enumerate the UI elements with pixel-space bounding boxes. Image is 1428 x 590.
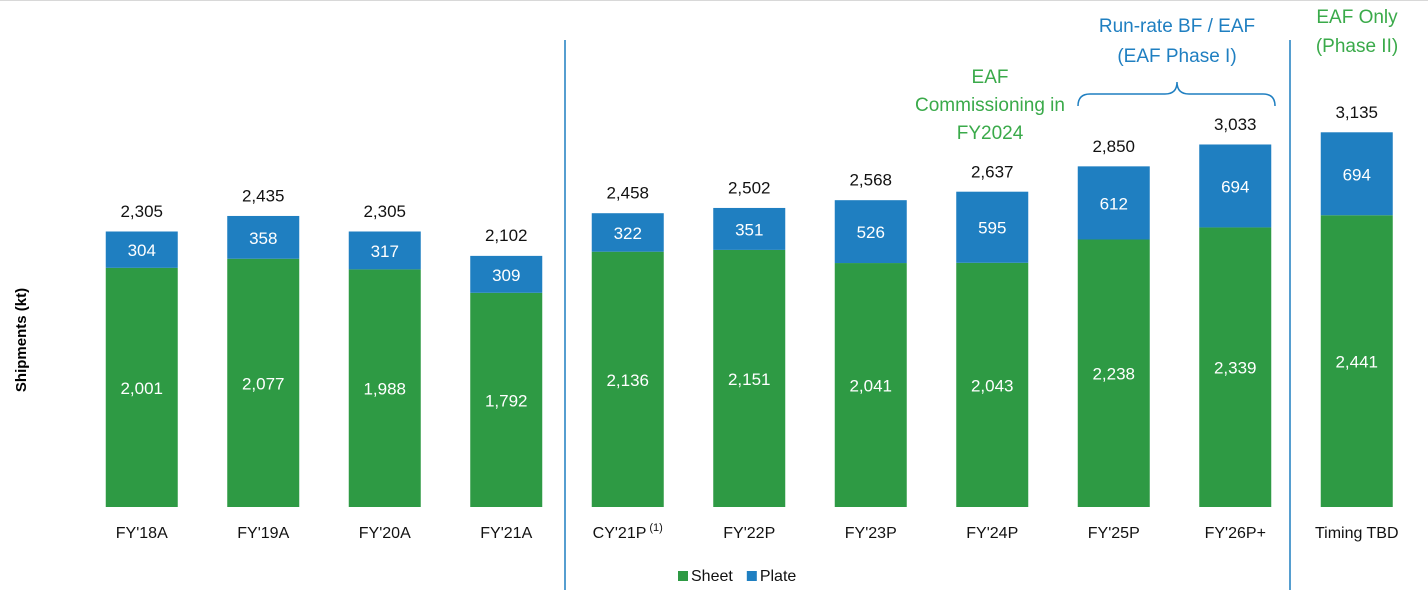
category: FY'21A <box>480 525 532 542</box>
bar-segment <box>470 292 543 507</box>
bar-segment <box>956 262 1029 507</box>
bar-segment <box>834 200 907 264</box>
data-label: 694 <box>1343 165 1371 184</box>
category: FY'20A <box>359 525 411 542</box>
data-label: 1,988 <box>363 380 406 399</box>
bar-segment <box>713 249 786 507</box>
annotation: EAF <box>972 67 1009 88</box>
bar-segment <box>591 251 664 507</box>
data-label: 595 <box>978 219 1006 238</box>
category: Timing TBD <box>1315 525 1399 542</box>
data-label: 694 <box>1221 177 1249 196</box>
annotation: FY2024 <box>957 123 1024 144</box>
data-label: 304 <box>128 241 156 260</box>
x-tick-label: Timing TBD <box>1315 525 1399 542</box>
category: FY'26P+ <box>1205 525 1266 542</box>
data-label: 2,238 <box>1092 365 1135 384</box>
bar-segment <box>105 231 178 268</box>
x-tick-label: FY'19A <box>237 525 289 542</box>
annotation: Run-rate BF / EAF <box>1099 16 1255 37</box>
bar-segment <box>1199 227 1272 507</box>
bar-segment <box>470 255 543 293</box>
total-label: 2,305 <box>120 202 163 221</box>
x-tick-label: FY'18A <box>116 525 168 542</box>
total-label: 2,305 <box>363 202 406 221</box>
data-label: 309 <box>492 266 520 285</box>
total-label: 3,033 <box>1214 115 1257 134</box>
category: FY'22P <box>723 525 775 542</box>
bar-segment <box>1199 144 1272 228</box>
y-axis-label: Shipments (kt) <box>13 288 30 392</box>
total-label: 2,435 <box>242 186 285 205</box>
data-label: 2,136 <box>606 371 649 390</box>
legend-label: Plate <box>760 568 797 585</box>
total-label: 2,568 <box>849 171 892 190</box>
total-label: 2,458 <box>606 184 649 203</box>
bar-segment <box>956 191 1029 263</box>
x-tick-label: FY'25P <box>1088 525 1140 542</box>
bar-segment <box>713 207 786 250</box>
category: CY'21P <box>593 525 647 542</box>
x-tick-label: FY'23P <box>845 525 897 542</box>
data-label: 2,041 <box>849 377 892 396</box>
category: FY'25P <box>1088 525 1140 542</box>
bar-segment <box>105 267 178 507</box>
legend-swatch <box>746 571 757 581</box>
data-label: 2,151 <box>728 370 771 389</box>
total-label: 2,102 <box>485 226 528 245</box>
data-label: 2,077 <box>242 374 285 393</box>
x-tick-label: CY'21P (1) <box>593 522 663 542</box>
bar-segment <box>1077 166 1150 240</box>
total-label: 2,502 <box>728 178 771 197</box>
bar-segment <box>1320 132 1393 216</box>
legend-swatch <box>678 571 688 581</box>
bar-segment <box>1077 239 1150 507</box>
legend-label: Sheet <box>691 568 733 585</box>
bar-segment <box>1320 215 1393 508</box>
total-label: 3,135 <box>1335 103 1378 122</box>
category: FY'19A <box>237 525 289 542</box>
annotation: EAF Only <box>1316 7 1398 28</box>
bar-segment <box>834 263 907 507</box>
x-tick-label: FY'20A <box>359 525 411 542</box>
data-label: 1,792 <box>485 391 528 410</box>
bar-segment <box>348 269 421 507</box>
data-label: 526 <box>857 223 885 242</box>
data-label: 612 <box>1100 194 1128 213</box>
annotation: Commissioning in <box>915 95 1065 116</box>
data-label: 358 <box>249 229 277 248</box>
category: FY'23P <box>845 525 897 542</box>
annotation: (Phase II) <box>1316 36 1398 57</box>
annotation: (EAF Phase I) <box>1117 46 1236 67</box>
bar-segment <box>591 213 664 252</box>
category: FY'24P <box>966 525 1018 542</box>
data-label: 2,339 <box>1214 359 1257 378</box>
x-tick-label: FY'26P+ <box>1205 525 1266 542</box>
category: FY'18A <box>116 525 168 542</box>
category-note: (1) <box>649 522 662 534</box>
data-label: 2,441 <box>1335 353 1378 372</box>
bar-segment <box>227 215 300 259</box>
x-tick-label: FY'21A <box>480 525 532 542</box>
x-tick-label: FY'24P <box>966 525 1018 542</box>
bar-segment <box>227 258 300 507</box>
total-label: 2,637 <box>971 162 1014 181</box>
x-tick-label: FY'22P <box>723 525 775 542</box>
bracket <box>1077 81 1276 107</box>
data-label: 2,001 <box>120 379 163 398</box>
data-label: 317 <box>371 242 399 261</box>
bar-segment <box>348 231 421 270</box>
total-label: 2,850 <box>1092 137 1135 156</box>
data-label: 351 <box>735 220 763 239</box>
data-label: 2,043 <box>971 376 1014 395</box>
data-label: 322 <box>614 224 642 243</box>
